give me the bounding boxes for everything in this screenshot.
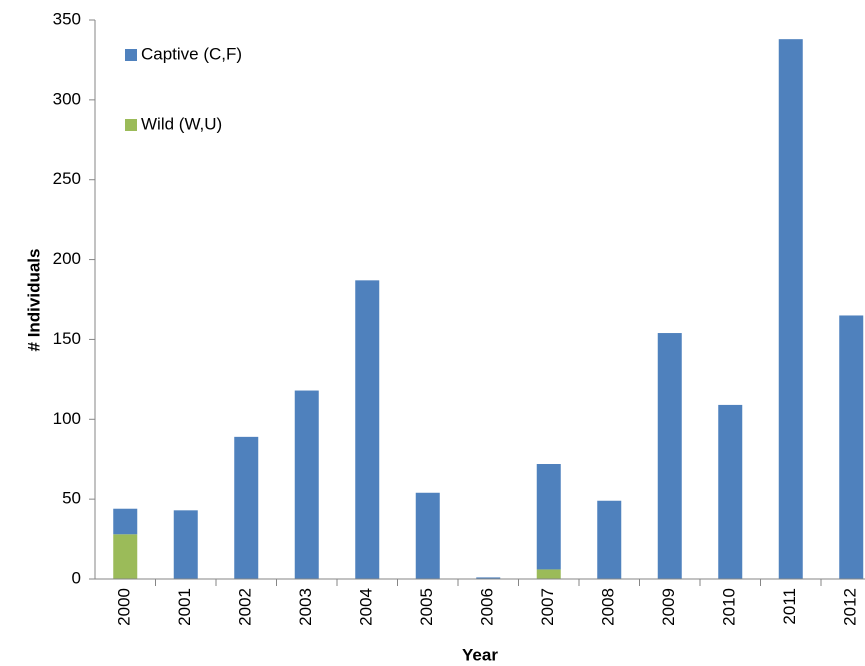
y-tick-label: 350 xyxy=(53,9,81,28)
bar xyxy=(476,577,501,579)
x-tick-label: 2004 xyxy=(357,588,376,626)
x-tick-label: 2010 xyxy=(720,588,739,626)
bar xyxy=(113,508,138,535)
y-tick-label: 250 xyxy=(53,169,81,188)
x-tick-label: 2003 xyxy=(296,588,315,626)
bar xyxy=(839,315,864,579)
bar xyxy=(173,510,198,579)
legend-label: Captive (C,F) xyxy=(141,44,242,63)
bar xyxy=(718,404,743,579)
bar xyxy=(778,39,803,580)
y-tick-label: 0 xyxy=(72,568,81,587)
bar xyxy=(113,534,138,579)
x-tick-label: 2012 xyxy=(841,588,860,626)
x-tick-label: 2000 xyxy=(115,588,134,626)
x-tick-label: 2008 xyxy=(599,588,618,626)
y-tick-label: 50 xyxy=(62,489,81,508)
legend-swatch xyxy=(125,119,137,131)
bar xyxy=(657,333,682,579)
bar xyxy=(536,569,561,579)
x-axis-title: Year xyxy=(462,645,498,664)
y-tick-label: 100 xyxy=(53,409,81,428)
x-tick-label: 2005 xyxy=(417,588,436,626)
x-tick-label: 2001 xyxy=(175,588,194,626)
y-tick-label: 150 xyxy=(53,329,81,348)
x-tick-label: 2007 xyxy=(538,588,557,626)
x-tick-label: 2006 xyxy=(478,588,497,626)
y-axis-title: # Individuals xyxy=(24,249,43,352)
bar xyxy=(294,390,319,579)
bar xyxy=(597,500,622,579)
x-tick-label: 2009 xyxy=(659,588,678,626)
x-tick-label: 2002 xyxy=(236,588,255,626)
bar xyxy=(536,464,561,570)
bar xyxy=(234,436,259,579)
x-tick-label: 2011 xyxy=(780,588,799,625)
y-tick-label: 200 xyxy=(53,249,81,268)
legend-label: Wild (W,U) xyxy=(141,114,222,133)
y-tick-label: 300 xyxy=(53,89,81,108)
bar xyxy=(415,492,440,579)
legend-swatch xyxy=(125,49,137,61)
bar xyxy=(355,280,380,579)
